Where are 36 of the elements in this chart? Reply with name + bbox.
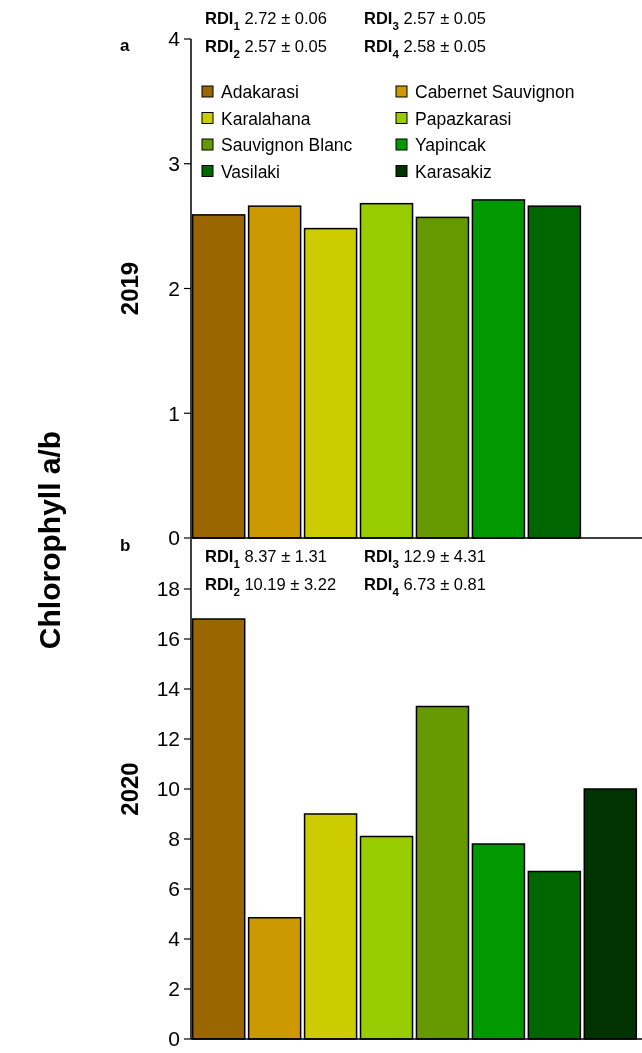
y-tick-label: 2 <box>168 276 180 300</box>
y-tick-label: 12 <box>156 727 180 751</box>
y-tick-label: 10 <box>156 777 180 801</box>
y-tick-label: 0 <box>168 1027 180 1051</box>
legend-label: Yapincak <box>415 135 486 156</box>
y-tick-label: 6 <box>168 877 180 901</box>
y-tick-label: 1 <box>168 401 180 425</box>
annotation: RDI$_{2}$ 10.19 ± 3.22 <box>205 575 337 598</box>
y-tick-label: 0 <box>168 526 180 550</box>
annotation: RDI$_{3}$ 12.9 ± 4.31 <box>364 547 486 570</box>
annotation: RDI$_{2}$ 2.57 ± 0.05 <box>205 37 327 60</box>
text: RDI$_{1}$ 2.72 ± 0.06 <box>205 9 327 32</box>
legend-label: Cabernet Sauvignon <box>415 82 575 103</box>
y-tick-label: 8 <box>168 827 180 851</box>
legend-label: Adakarasi <box>221 82 299 103</box>
legend-label: Vasilaki <box>221 161 281 182</box>
y-tick-label: 18 <box>156 577 180 601</box>
y-tick-label: 2 <box>168 977 180 1001</box>
y-tick-label: 16 <box>156 627 180 651</box>
legend-label: Papazkarasi <box>415 108 512 129</box>
annotation: RDI$_{1}$ 8.37 ± 1.31 <box>205 547 327 570</box>
y-tick-label: 14 <box>156 677 181 701</box>
y-tick-label: 4 <box>168 27 181 51</box>
text: RDI$_{3}$ 2.57 ± 0.05 <box>364 9 486 32</box>
y-axis-title: 2019 <box>116 261 143 316</box>
legend-label: Karasakiz <box>415 161 492 182</box>
legend-label: Karalahana <box>221 108 311 129</box>
y-tick-label: 4 <box>168 927 181 951</box>
y-tick-label: 3 <box>168 152 180 176</box>
chart-title: b <box>120 536 131 555</box>
legend-label: Sauvignon Blanc <box>221 135 353 156</box>
annotation: RDI$_{4}$ 6.73 ± 0.81 <box>364 575 486 598</box>
text: Chlorophyll a/b <box>33 430 66 650</box>
annotation: RDI$_{4}$ 2.58 ± 0.05 <box>364 37 486 60</box>
chart-title: a <box>120 36 130 55</box>
y-axis-title: 2020 <box>116 762 143 816</box>
